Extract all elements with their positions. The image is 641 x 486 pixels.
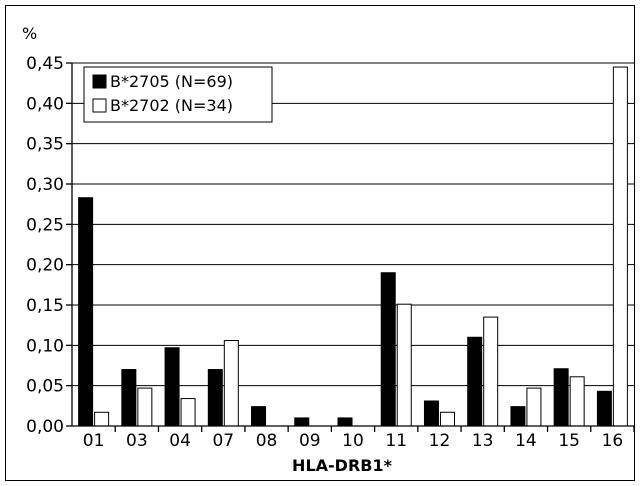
bar-b2702-12 [439,411,455,427]
legend: B*2705 (N=69) B*2702 (N=34) [83,66,273,123]
bar-b2702-14 [526,387,542,427]
x-tick-label-11: 11 [385,431,407,451]
bar-b2702-16 [612,66,628,427]
bar-b2705-03 [121,369,137,427]
y-tick-label-1: 0,05 [26,377,64,397]
y-tick-label-3: 0,15 [26,296,64,316]
bar-b2705-13 [467,336,483,427]
x-tick-label-13: 13 [472,431,494,451]
axes [71,63,635,432]
bar-b2705-11 [380,272,396,427]
y-tick-label-7: 0,35 [26,135,64,155]
bar-b2705-16 [596,390,612,427]
x-tick-label-10: 10 [342,431,364,451]
chart-frame [5,5,635,481]
bar-b2702-03 [137,387,153,427]
x-tick-label-01: 01 [83,431,105,451]
bar-b2705-10 [337,417,353,427]
bar-b2705-08 [251,406,267,427]
x-tick-label-16: 16 [602,431,624,451]
x-tick-label-04: 04 [169,431,191,451]
y-tick-label-8: 0,40 [26,94,64,114]
legend-swatch-b2702 [92,98,107,113]
x-tick-label-12: 12 [429,431,451,451]
x-tick-label-07: 07 [212,431,234,451]
x-tick-label-03: 03 [126,431,148,451]
y-tick-label-0: 0,00 [26,417,64,437]
y-tick-labels: 0,00 0,05 0,10 0,15 0,20 0,25 0,30 0,35 0,40 0,45 [26,54,64,437]
x-tick-label-14: 14 [515,431,537,451]
bar-b2705-14 [510,406,526,427]
y-axis-label: % [22,24,37,43]
legend-label-b2702: B*2702 (N=34) [110,96,233,115]
bar-b2702-04 [180,398,196,427]
y-tick-label-9: 0,45 [26,54,64,74]
bar-b2702-13 [483,316,499,427]
y-tick-label-5: 0,25 [26,215,64,235]
x-tick-label-15: 15 [558,431,580,451]
x-axis-label: HLA-DRB1* [292,456,393,475]
bar-b2705-15 [553,368,569,427]
legend-label-b2705: B*2705 (N=69) [110,72,233,91]
y-tick-label-6: 0,30 [26,175,64,195]
bar-b2705-04 [164,347,180,427]
bar-b2705-09 [294,417,310,427]
x-tick-label-09: 09 [299,431,321,451]
bar-b2705-01 [78,197,94,427]
bar-b2702-07 [223,339,239,427]
bar-b2702-11 [396,303,412,427]
y-tick-label-2: 0,10 [26,336,64,356]
y-tick-label-4: 0,20 [26,256,64,276]
bar-b2702-15 [569,376,585,427]
legend-swatch-b2705 [92,74,107,89]
x-tick-label-08: 08 [256,431,278,451]
bar-b2702-01 [94,411,110,427]
x-tick-labels: 01 03 04 07 08 09 10 11 12 13 14 15 16 [83,431,623,451]
bar-b2705-12 [423,400,439,427]
bar-b2705-07 [207,369,223,427]
legend-box [83,66,273,123]
